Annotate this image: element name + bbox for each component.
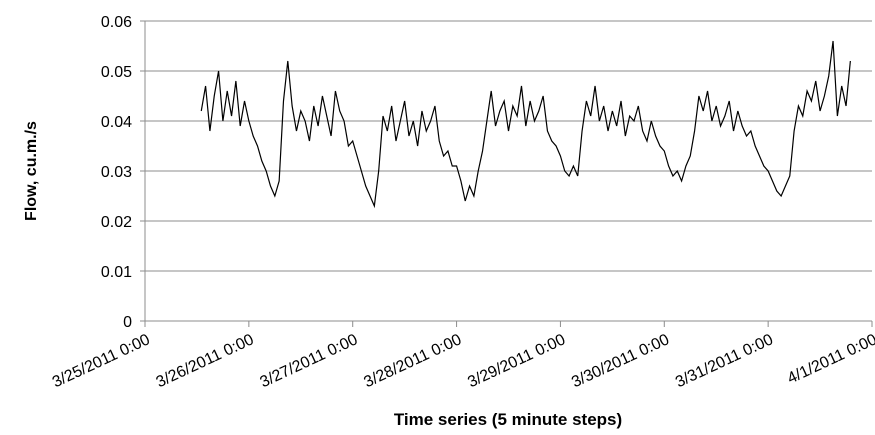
x-tick-label: 4/1/2011 0:00 — [785, 331, 875, 387]
x-tick-label: 3/30/2011 0:00 — [569, 331, 672, 391]
y-tick-label: 0.01 — [101, 264, 132, 281]
y-tick-label: 0.02 — [101, 214, 132, 231]
y-tick-label: 0.05 — [101, 64, 132, 81]
flow-line — [200, 40, 851, 209]
y-tick-label: 0.04 — [101, 114, 132, 131]
y-axis-title: Flow, cu.m./s — [23, 121, 40, 221]
x-tick-label: 3/26/2011 0:00 — [154, 331, 257, 391]
y-tick-label: 0 — [123, 314, 132, 331]
x-tick-label: 3/28/2011 0:00 — [361, 331, 464, 391]
y-tick-label: 0.03 — [101, 164, 132, 181]
x-tick-label: 3/25/2011 0:00 — [50, 331, 153, 391]
x-axis-title: Time series (5 minute steps) — [394, 410, 622, 429]
y-tick-label: 0.06 — [101, 14, 132, 31]
x-tick-label: 3/29/2011 0:00 — [465, 331, 568, 391]
x-tick-label: 3/27/2011 0:00 — [258, 331, 361, 391]
x-tick-label: 3/31/2011 0:00 — [673, 331, 776, 391]
